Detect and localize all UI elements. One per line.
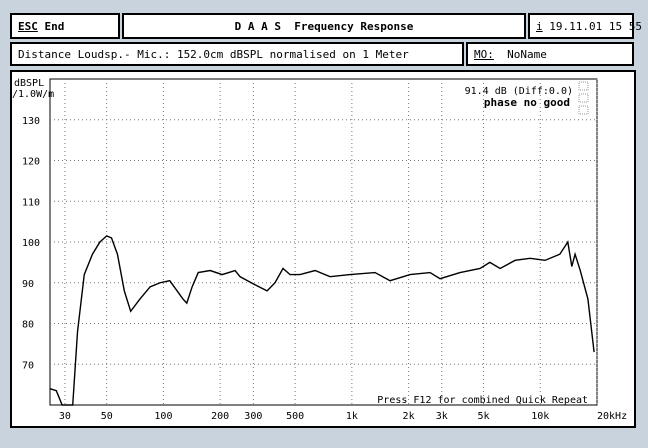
end-label[interactable]: End — [44, 19, 65, 33]
x-tick-label: 200 — [211, 411, 229, 422]
y-tick-label: 120 — [22, 157, 40, 168]
x-tick-label: 300 — [244, 411, 262, 422]
escape-box[interactable]: ESC End — [10, 13, 120, 39]
x-tick-label: 20kHz — [597, 411, 627, 422]
mo-box: MO: NoName — [466, 42, 634, 66]
y-axis-label: dBSPL — [14, 78, 44, 89]
x-tick-label: 5k — [478, 411, 490, 422]
legend-icons — [578, 81, 589, 115]
phase-status: phase no good — [484, 96, 570, 109]
y-tick-label: 70 — [22, 360, 34, 371]
info-key[interactable]: i — [536, 19, 543, 33]
x-tick-label: 50 — [101, 411, 113, 422]
x-tick-label: 10k — [531, 411, 549, 422]
x-tick-label: 2k — [403, 411, 415, 422]
level-readout: 91.4 dB (Diff:0.0) — [465, 86, 573, 97]
app-title: D A A S Frequency Response — [234, 19, 414, 33]
y-axis-unit: /1.0W/m — [12, 89, 54, 100]
y-tick-label: 110 — [22, 197, 40, 208]
title-box: D A A S Frequency Response — [122, 13, 526, 39]
y-tick-label: 80 — [22, 320, 34, 331]
response-curve — [49, 235, 595, 406]
escape-key[interactable]: ESC — [18, 19, 38, 33]
mo-value: NoName — [507, 47, 547, 61]
y-tick-label: 130 — [22, 116, 40, 127]
date-box: i 19.11.01 15 55 — [528, 13, 642, 39]
y-tick-label: 90 — [22, 279, 34, 290]
y-tick-label: 100 — [22, 238, 40, 249]
x-tick-label: 1k — [346, 411, 358, 422]
x-tick-label: 3k — [436, 411, 448, 422]
distance-box: Distance Loudsp.- Mic.: 152.0cm dBSPL no… — [10, 42, 464, 66]
hint-text: Press F12 for combined Quick Repeat — [377, 395, 588, 406]
chart: 70 80 90 100 110 120 130 30 50 100 200 300 500 1k 2k 3k… — [10, 70, 636, 428]
x-tick-label: 30 — [59, 411, 71, 422]
datetime: 19.11.01 15 55 — [549, 19, 642, 33]
x-tick-label: 100 — [154, 411, 172, 422]
mo-label: MO: — [474, 47, 494, 61]
x-tick-label: 500 — [286, 411, 304, 422]
distance-text: Distance Loudsp.- Mic.: 152.0cm dBSPL no… — [18, 47, 409, 61]
chart-frame — [10, 70, 636, 428]
